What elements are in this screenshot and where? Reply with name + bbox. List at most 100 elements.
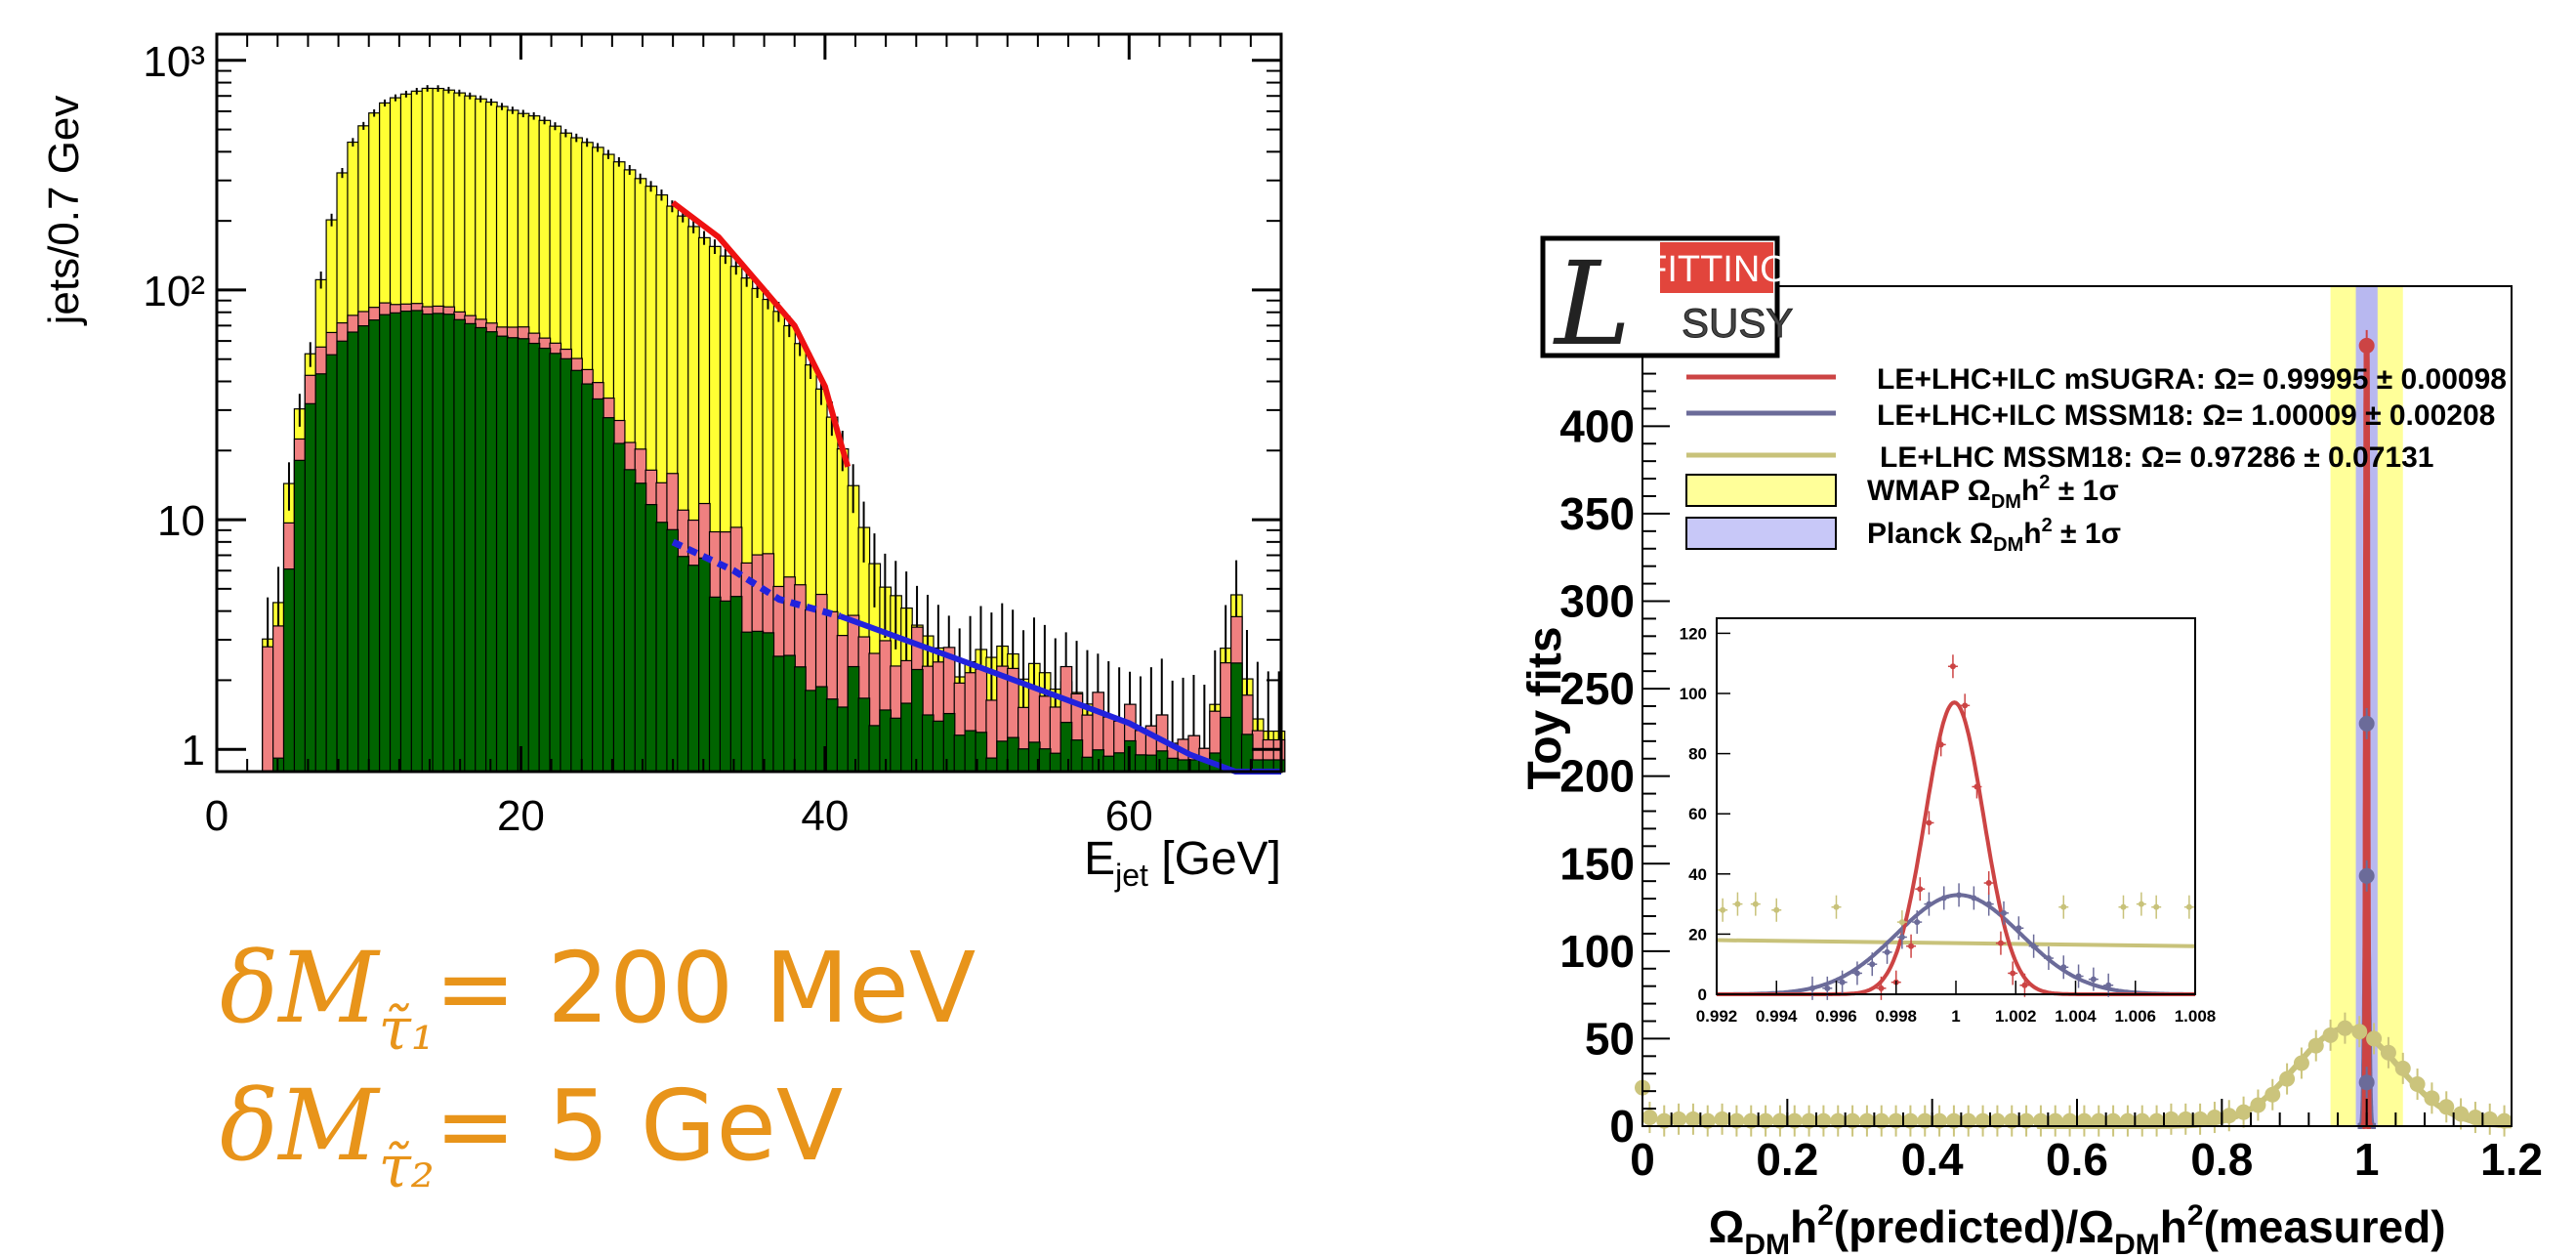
y-tick-label: 200 (1559, 751, 1635, 802)
histogram-bar (825, 698, 839, 773)
inset-x-tick-label: 0.994 (1756, 1007, 1798, 1026)
inset-point-ilc-mssm18 (2105, 982, 2112, 988)
inset-point-le-lhc (2138, 901, 2144, 907)
histogram-bar (911, 668, 924, 773)
point-le-lhc-mssm18 (1641, 1110, 1658, 1126)
inset-point-ilc-msugra (1926, 819, 1932, 826)
legend-box-3 (1685, 474, 1837, 507)
legend-label-3: WMAP ΩDMh2 ± 1σ (1867, 472, 2119, 513)
logo-susy-text: SUSY (1682, 300, 1793, 346)
inset-x-tick-label: 1.008 (2175, 1007, 2217, 1026)
y-tick-label: 100 (1559, 926, 1635, 977)
point-le-lhc-mssm18 (2148, 1112, 2165, 1129)
y-tick-label: 300 (1559, 576, 1635, 627)
legend-label-2: LE+LHC MSSM18: Ω= 0.97286 ± 0.07131 (1880, 441, 2433, 474)
histogram-bar (293, 459, 307, 773)
left-y-axis-label: jets/0.7 Gev (40, 96, 88, 327)
band-wmap (2330, 286, 2403, 1126)
annotation-delta-m-tau2: δMτ̃₂= 5 GeV (220, 1069, 844, 1201)
y-tick-label: 10 (157, 497, 205, 545)
inset-point-ilc-mssm18 (2060, 964, 2067, 971)
histogram-bar (1113, 752, 1126, 773)
histogram-bar (762, 632, 775, 773)
histogram-bar (740, 631, 754, 773)
point-le-lhc-mssm18 (2192, 1111, 2209, 1127)
y-tick-label: 150 (1559, 838, 1635, 889)
inset-point-le-lhc (1720, 906, 1726, 913)
point-le-lhc-mssm18 (2481, 1111, 2498, 1127)
y-tick-label: 350 (1559, 488, 1635, 539)
inset-point-ilc-mssm18 (1809, 985, 1815, 991)
histogram-bar (304, 402, 317, 773)
point-le-lhc-mssm18 (2004, 1112, 2020, 1129)
y-tick-label: 400 (1559, 400, 1635, 451)
inset-point-ilc-msugra (1985, 880, 1992, 887)
point-le-lhc-mssm18 (1888, 1112, 1904, 1129)
annotation-delta-m-tau1: δMτ̃₁= 200 MeV (220, 931, 976, 1064)
histogram-bar (399, 310, 413, 773)
point-ilc-mssm18 (2358, 867, 2375, 884)
histogram-bar (729, 596, 743, 773)
point-le-lhc-mssm18 (2091, 1112, 2107, 1129)
histogram-bar (953, 734, 967, 773)
x-tick-label: 1 (2354, 1134, 2380, 1185)
histogram-bar (549, 353, 562, 773)
histogram-bar (1155, 750, 1169, 773)
legend-label-4: Planck ΩDMh2 ± 1σ (1867, 515, 2121, 556)
inset-point-le-lhc (1734, 901, 1741, 907)
legend-box-4 (1685, 517, 1837, 550)
histogram-bar (581, 383, 594, 773)
histogram-bar (325, 354, 339, 773)
inset-background (1717, 618, 2195, 994)
histogram-bar (890, 717, 902, 773)
point-le-lhc-mssm18 (2264, 1086, 2281, 1103)
histogram-bar (783, 654, 796, 773)
point-le-lhc-mssm18 (2178, 1111, 2194, 1127)
histogram-bar (985, 757, 999, 773)
x-tick-label: 20 (497, 792, 545, 840)
inset-point-ilc-mssm18 (1926, 901, 1932, 907)
point-le-lhc-mssm18 (2438, 1099, 2455, 1115)
x-tick-label: 0 (205, 792, 229, 840)
fit-curve-1 (671, 538, 842, 620)
histogram-bar (432, 313, 445, 773)
inset-point-ilc-mssm18 (2090, 976, 2097, 983)
inset-frame (1716, 617, 2196, 995)
x-tick-label: 40 (801, 792, 849, 840)
main-gauss-curve-1 (2357, 874, 2376, 1129)
histogram-bar (666, 528, 680, 773)
histogram-bar (1070, 739, 1084, 773)
point-le-lhc-mssm18 (1974, 1112, 1991, 1129)
histogram-bar (719, 600, 732, 773)
point-le-lhc-mssm18 (1714, 1111, 1730, 1127)
inset-point-le-lhc (2060, 903, 2067, 910)
point-le-lhc-mssm18 (2337, 1020, 2353, 1036)
histogram-bar (506, 337, 519, 773)
inset-curve-1 (1717, 893, 2195, 996)
histogram-bar (857, 697, 871, 773)
histogram-bar (410, 310, 424, 773)
legend-label-1: LE+LHC+ILC MSSM18: Ω= 1.00009 ± 0.00208 (1877, 399, 2495, 432)
point-le-lhc-mssm18 (1743, 1112, 1760, 1129)
histogram-bar (634, 482, 647, 773)
inset-point-ilc-mssm18 (1884, 948, 1890, 955)
point-le-lhc-mssm18 (1671, 1111, 1687, 1127)
histogram-bar (1166, 757, 1180, 773)
histogram-bar (836, 706, 850, 773)
point-le-lhc-mssm18 (1917, 1112, 1933, 1129)
inset-point-ilc-mssm18 (1839, 979, 1846, 985)
inset-point-ilc-msugra (1962, 702, 1969, 709)
point-le-lhc-mssm18 (2380, 1044, 2396, 1061)
logo-fittino-text: FITTINO (1644, 249, 1789, 290)
point-le-lhc-mssm18 (2453, 1106, 2470, 1122)
histogram-bar (560, 357, 573, 773)
point-le-lhc-mssm18 (2235, 1104, 2252, 1120)
point-ilc-msugra (2358, 337, 2375, 354)
histogram-bar (847, 665, 860, 773)
point-le-lhc-mssm18 (2206, 1110, 2223, 1126)
histogram-bar (282, 567, 296, 773)
histogram-bar (1059, 722, 1073, 773)
histogram-bar (708, 596, 722, 773)
logo-red-block (1660, 242, 1773, 293)
histogram-bar (1230, 662, 1243, 773)
